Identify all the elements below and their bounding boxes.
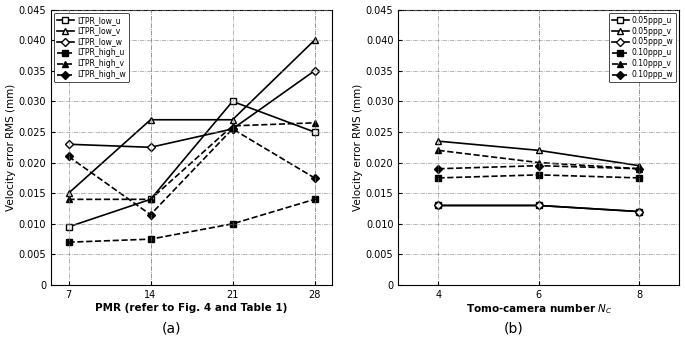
Legend: 0.05ppp_u, 0.05ppp_v, 0.05ppp_w, 0.10ppp_u, 0.10ppp_v, 0.10ppp_w: 0.05ppp_u, 0.05ppp_v, 0.05ppp_w, 0.10ppp… — [609, 13, 676, 82]
LTPR_low_u — [64, 225, 73, 229]
Line: 0.05ppp_v: 0.05ppp_v — [436, 138, 643, 169]
LTPR_high_v — [147, 197, 155, 201]
Y-axis label: Velocity error RMS (mm): Velocity error RMS (mm) — [353, 84, 363, 211]
0.05ppp_u — [535, 203, 543, 207]
LTPR_low_u — [310, 130, 319, 134]
Legend: LTPR_low_u, LTPR_low_v, LTPR_low_w, LTPR_high_u, LTPR_high_v, LTPR_high_w: LTPR_low_u, LTPR_low_v, LTPR_low_w, LTPR… — [54, 13, 129, 82]
0.05ppp_v — [635, 164, 643, 168]
X-axis label: PMR (refer to Fig. 4 and Table 1): PMR (refer to Fig. 4 and Table 1) — [95, 303, 288, 313]
Line: 0.05ppp_u: 0.05ppp_u — [436, 202, 643, 215]
0.05ppp_v — [535, 148, 543, 153]
Line: LTPR_high_u: LTPR_high_u — [65, 196, 318, 245]
LTPR_high_v — [310, 121, 319, 125]
LTPR_high_v — [228, 124, 236, 128]
0.10ppp_u — [434, 176, 443, 180]
0.10ppp_v — [635, 167, 643, 171]
LTPR_low_v — [64, 191, 73, 195]
Line: LTPR_high_v: LTPR_high_v — [65, 120, 318, 202]
Line: 0.05ppp_w: 0.05ppp_w — [436, 202, 643, 215]
LTPR_low_w — [147, 145, 155, 149]
LTPR_high_u — [228, 222, 236, 226]
LTPR_low_v — [310, 38, 319, 42]
Line: 0.10ppp_w: 0.10ppp_w — [436, 162, 643, 172]
0.05ppp_v — [434, 139, 443, 143]
Line: 0.10ppp_v: 0.10ppp_v — [436, 147, 643, 172]
Text: (a): (a) — [162, 322, 181, 336]
Line: LTPR_low_u: LTPR_low_u — [65, 98, 318, 230]
LTPR_high_u — [147, 237, 155, 241]
0.10ppp_v — [535, 161, 543, 165]
0.05ppp_w — [635, 210, 643, 214]
0.10ppp_w — [535, 164, 543, 168]
Line: 0.10ppp_u: 0.10ppp_u — [436, 172, 643, 181]
LTPR_low_u — [228, 99, 236, 103]
LTPR_high_w — [310, 176, 319, 180]
0.10ppp_w — [635, 167, 643, 171]
0.05ppp_u — [434, 203, 443, 207]
0.10ppp_v — [434, 148, 443, 153]
LTPR_low_u — [147, 197, 155, 201]
0.10ppp_u — [535, 173, 543, 177]
LTPR_high_u — [64, 240, 73, 244]
0.05ppp_w — [434, 203, 443, 207]
LTPR_low_w — [228, 127, 236, 131]
LTPR_high_u — [310, 197, 319, 201]
X-axis label: Tomo-camera number $N_C$: Tomo-camera number $N_C$ — [466, 303, 612, 317]
Line: LTPR_low_v: LTPR_low_v — [65, 37, 318, 196]
Text: (b): (b) — [504, 322, 523, 336]
LTPR_low_v — [228, 118, 236, 122]
0.05ppp_u — [635, 210, 643, 214]
LTPR_low_w — [64, 142, 73, 146]
LTPR_high_v — [64, 197, 73, 201]
Y-axis label: Velocity error RMS (mm): Velocity error RMS (mm) — [5, 84, 16, 211]
0.05ppp_w — [535, 203, 543, 207]
LTPR_low_v — [147, 118, 155, 122]
LTPR_low_w — [310, 69, 319, 73]
0.10ppp_w — [434, 167, 443, 171]
0.10ppp_u — [635, 176, 643, 180]
Line: LTPR_low_w: LTPR_low_w — [65, 68, 318, 151]
LTPR_high_w — [64, 155, 73, 159]
LTPR_high_w — [228, 127, 236, 131]
LTPR_high_w — [147, 213, 155, 217]
Line: LTPR_high_w: LTPR_high_w — [65, 126, 318, 218]
